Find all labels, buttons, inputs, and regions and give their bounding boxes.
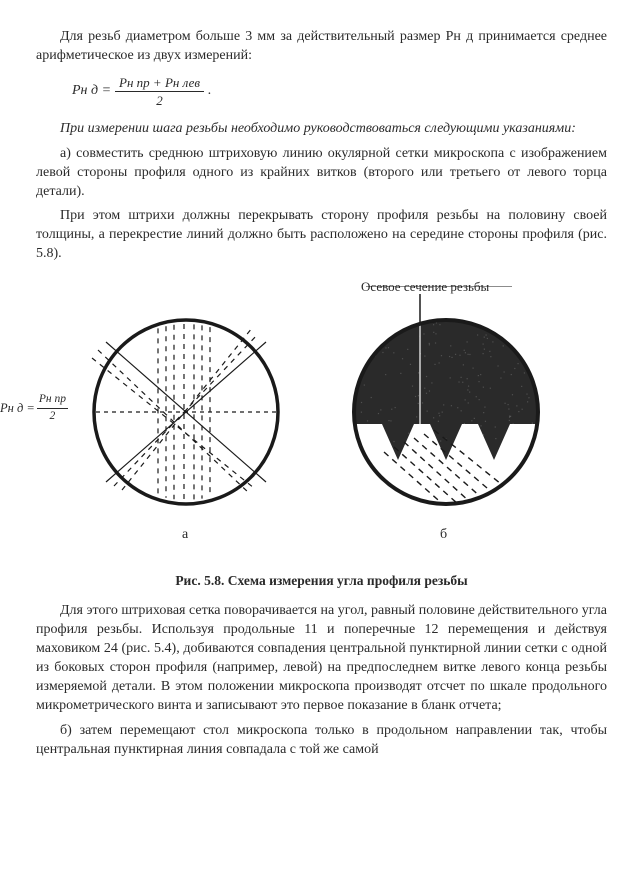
figure-5-8: Осевое сечение резьбы а б Pн д = Pн пр 2: [36, 272, 607, 562]
paragraph-5: Для этого штриховая сетка поворачивается…: [36, 602, 607, 715]
side-formula-den: 2: [48, 409, 58, 425]
side-formula: Pн д = Pн пр 2: [0, 392, 68, 424]
figure-caption: Рис. 5.8. Схема измерения угла профиля р…: [36, 572, 607, 590]
side-formula-num: Pн пр: [37, 392, 68, 408]
formula-1: Pн д = Pн пр + Pн лев 2 .: [72, 74, 607, 110]
formula-lhs: Pн д =: [72, 82, 111, 101]
figure-right-circle: [336, 312, 556, 522]
figure-label-b: б: [440, 526, 447, 545]
paragraph-2: При измерении шага резьбы необходимо рук…: [36, 120, 607, 139]
figure-left-circle: [76, 312, 296, 522]
formula-numerator: Pн пр + Pн лев: [115, 74, 204, 92]
figure-label-a: а: [182, 526, 188, 545]
formula-trail: .: [208, 82, 212, 101]
side-formula-lhs: Pн д =: [0, 400, 35, 417]
paragraph-3: а) совместить среднюю штриховую линию ок…: [36, 145, 607, 202]
paragraph-4: При этом штрихи должны перекрывать сторо…: [36, 207, 607, 264]
paragraph-6: б) затем перемещают стол микроскопа толь…: [36, 722, 607, 760]
formula-fraction: Pн пр + Pн лев 2: [115, 74, 204, 110]
formula-denominator: 2: [152, 92, 167, 110]
paragraph-1: Для резьб диаметром больше 3 мм за дейст…: [36, 28, 607, 66]
